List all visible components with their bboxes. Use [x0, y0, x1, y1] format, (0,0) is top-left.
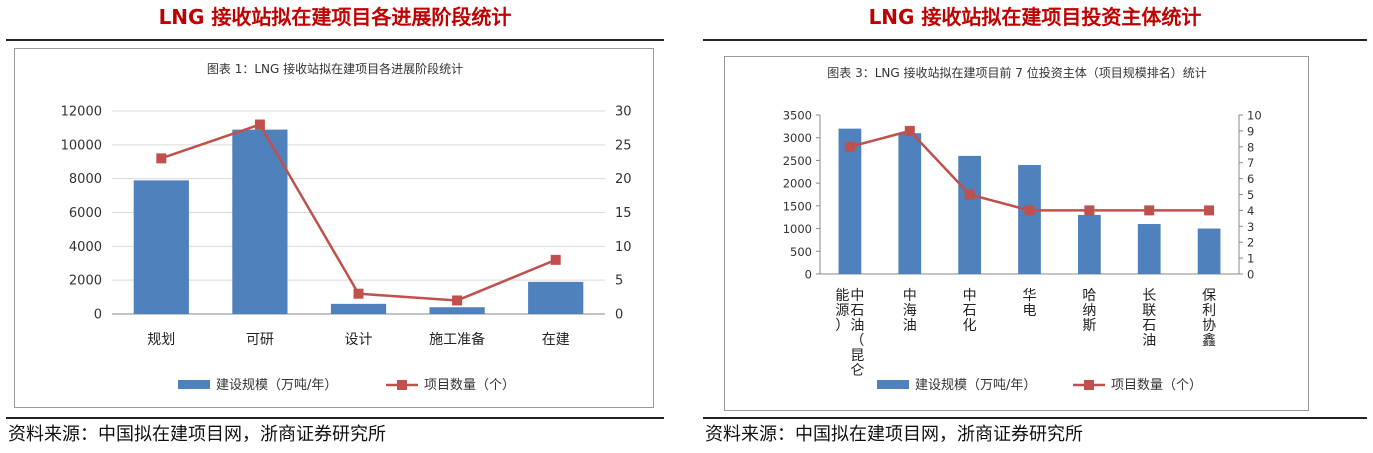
y-right-tick-label: 9 — [1247, 124, 1254, 138]
y-left-tick-label: 3000 — [783, 131, 812, 145]
category-label: 华电 — [1023, 288, 1037, 319]
y-right-tick-label: 20 — [615, 172, 632, 187]
count-point-2 — [254, 119, 265, 130]
y-left-tick-label: 10000 — [61, 138, 102, 153]
category-label: 规划 — [147, 332, 175, 348]
right-source-note: 资料来源：中国拟在建项目网，浙商证券研究所 — [705, 424, 1083, 445]
category-label: 中石油（昆仑 — [850, 288, 864, 379]
y-left-tick-label: 1000 — [783, 222, 812, 236]
y-right-tick-label: 5 — [1247, 188, 1254, 202]
y-right-tick-label: 0 — [615, 308, 623, 323]
category-label: 能源） — [835, 288, 849, 334]
count-point-1 — [844, 141, 855, 152]
y-right-tick-label: 6 — [1247, 172, 1254, 186]
category-label: 在建 — [542, 332, 570, 348]
chart1-frame: 图表 1：LNG 接收站拟在建项目各进展阶段统计 0 2000 4000 6000 800… — [14, 48, 654, 408]
y-left-tick-label: 0 — [94, 308, 102, 323]
chart-title: 图表 3：LNG 接收站拟在建项目前 7 位投资主体（项目规模排名）统计 — [827, 65, 1207, 80]
count-point-3 — [353, 288, 364, 299]
category-label: 可研 — [246, 332, 274, 348]
right-bottom-rule — [703, 417, 1367, 419]
left-bottom-rule — [6, 417, 664, 419]
left-top-rule — [6, 39, 664, 41]
legend-bar-label: 建设规模（万吨/年） — [216, 378, 337, 393]
legend-line-label: 项目数量（个） — [1111, 378, 1202, 393]
y-right-tick-label: 2 — [1247, 236, 1254, 250]
y-left-tick-label: 6000 — [69, 206, 102, 221]
bar-2 — [232, 129, 288, 314]
y-left-tick-label: 4000 — [69, 240, 102, 255]
y-left-tick-label: 2000 — [69, 274, 102, 289]
y-left-tick-label: 3500 — [783, 109, 812, 123]
category-label: 施工准备 — [429, 331, 485, 348]
bar-5 — [1077, 214, 1101, 274]
legend-line-label: 项目数量（个） — [424, 378, 515, 393]
y-right-tick-label: 1 — [1247, 252, 1254, 266]
legend-bar-swatch — [178, 380, 210, 389]
category-label: 长联石油 — [1142, 288, 1156, 349]
count-point-5 — [1084, 205, 1095, 216]
category-label: 设计 — [345, 332, 373, 348]
bar-4 — [429, 307, 485, 314]
category-label: 中石化 — [963, 288, 977, 334]
y-left-tick-label: 12000 — [61, 105, 102, 120]
y-left-tick-label: 8000 — [69, 172, 102, 187]
y-right-tick-label: 0 — [1247, 268, 1254, 282]
legend-line-marker — [397, 380, 407, 390]
legend-line-marker — [1084, 380, 1094, 390]
y-left-tick-label: 0 — [805, 268, 812, 282]
bar-3 — [330, 303, 387, 314]
category-label: 中海油 — [903, 288, 917, 334]
bar-2 — [898, 133, 922, 274]
y-left-tick-label: 500 — [790, 245, 812, 259]
bar-7 — [1197, 228, 1221, 274]
y-right-tick-label: 25 — [615, 138, 632, 153]
bar-3 — [958, 155, 982, 274]
left-source-note: 资料来源：中国拟在建项目网，浙商证券研究所 — [8, 424, 386, 445]
y-left-tick-label: 2000 — [783, 177, 812, 191]
chart2-frame: 图表 3：LNG 接收站拟在建项目前 7 位投资主体（项目规模排名）统计 0 500… — [724, 56, 1309, 411]
y-right-tick-label: 3 — [1247, 220, 1254, 234]
y-right-tick-label: 10 — [1247, 109, 1262, 123]
bar-1 — [838, 128, 862, 274]
bar-4 — [1018, 164, 1041, 274]
legend-bar-label: 建设规模（万吨/年） — [915, 378, 1036, 393]
count-point-4 — [452, 295, 463, 306]
right-top-rule — [703, 39, 1367, 41]
y-right-tick-label: 10 — [615, 240, 632, 255]
left-heading: LNG 接收站拟在建项目各进展阶段统计 — [158, 5, 512, 29]
category-label: 保利协鑫 — [1202, 288, 1216, 349]
y-right-tick-label: 7 — [1247, 156, 1254, 170]
chart-title: 图表 1：LNG 接收站拟在建项目各进展阶段统计 — [207, 61, 463, 76]
y-right-tick-label: 8 — [1247, 140, 1254, 154]
y-right-tick-label: 30 — [615, 105, 632, 120]
bar-5 — [528, 281, 584, 314]
count-point-7 — [1204, 205, 1215, 216]
y-right-tick-label: 5 — [615, 274, 623, 289]
count-point-6 — [1144, 205, 1155, 216]
y-right-tick-label: 15 — [615, 206, 632, 221]
bar-6 — [1137, 224, 1161, 274]
legend-bar-swatch — [877, 380, 909, 389]
count-point-4 — [1024, 205, 1035, 216]
y-left-tick-label: 2500 — [783, 154, 812, 168]
bar-1 — [133, 180, 189, 314]
right-heading: LNG 接收站拟在建项目投资主体统计 — [868, 5, 1202, 29]
chart1-svg: 图表 1：LNG 接收站拟在建项目各进展阶段统计 0 2000 4000 6000 800… — [61, 61, 632, 393]
count-point-5 — [550, 254, 561, 265]
y-right-tick-label: 4 — [1247, 204, 1254, 218]
count-point-1 — [156, 153, 167, 164]
count-point-2 — [904, 125, 915, 136]
count-point-3 — [964, 189, 975, 200]
y-left-tick-label: 1500 — [783, 199, 812, 213]
category-label: 哈纳斯 — [1082, 288, 1096, 334]
chart2-svg: 图表 3：LNG 接收站拟在建项目前 7 位投资主体（项目规模排名）统计 0 500… — [783, 65, 1262, 393]
